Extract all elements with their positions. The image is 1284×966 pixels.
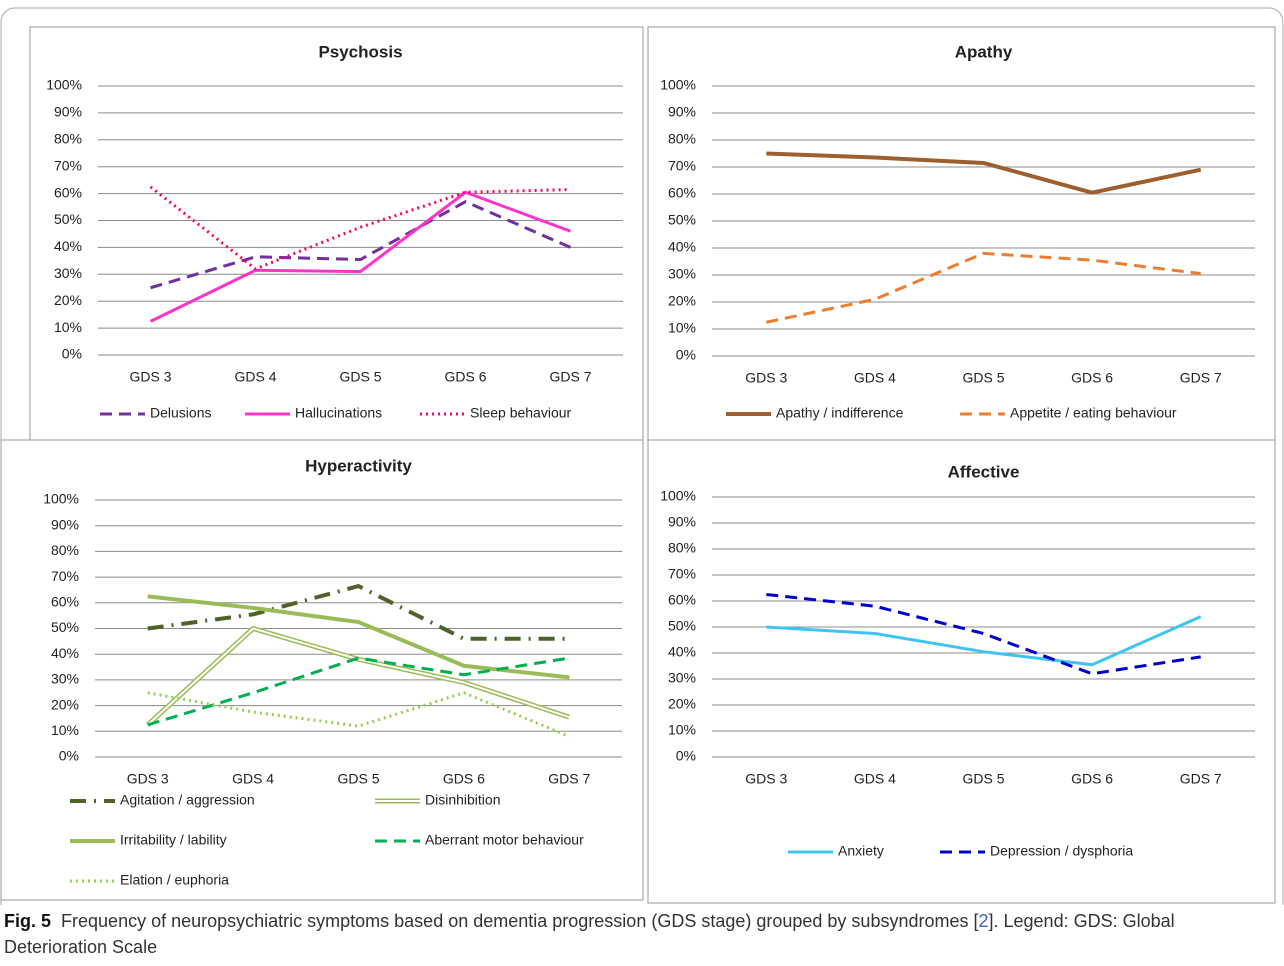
chart-title: Hyperactivity	[305, 456, 412, 475]
y-tick-label: 30%	[54, 265, 82, 281]
series-line	[766, 615, 1202, 667]
y-tick-label: 40%	[51, 645, 79, 661]
charts: Psychosis0%10%20%30%40%50%60%70%80%90%10…	[0, 7, 1284, 929]
x-tick-label: GDS 7	[549, 369, 591, 385]
x-tick-label: GDS 7	[1180, 771, 1222, 787]
y-tick-label: 10%	[668, 722, 696, 738]
y-tick-label: 90%	[668, 104, 696, 120]
caption-text: Frequency of neuropsychiatric symptoms b…	[61, 911, 979, 931]
series-line	[147, 584, 570, 641]
y-tick-label: 10%	[668, 320, 696, 336]
y-tick-label: 0%	[676, 347, 696, 363]
y-tick-label: 80%	[668, 131, 696, 147]
y-tick-label: 80%	[54, 131, 82, 147]
series-line	[147, 656, 570, 727]
y-tick-label: 50%	[54, 211, 82, 227]
legend-label: Elation / euphoria	[120, 872, 229, 888]
panel-border	[647, 26, 1276, 441]
y-tick-label: 80%	[51, 542, 79, 558]
legend-label: Anxiety	[838, 843, 884, 859]
y-tick-label: 20%	[668, 293, 696, 309]
y-tick-label: 30%	[668, 266, 696, 282]
caption-label: Fig. 5	[4, 911, 52, 931]
y-tick-label: 100%	[46, 77, 82, 93]
y-tick-label: 0%	[62, 346, 82, 362]
x-tick-label: GDS 3	[129, 369, 171, 385]
caption-ref[interactable]: 2	[978, 911, 989, 931]
y-tick-label: 70%	[668, 158, 696, 174]
y-tick-label: 40%	[668, 239, 696, 255]
legend-label: Agitation / aggression	[120, 792, 255, 808]
y-tick-label: 20%	[54, 292, 82, 308]
y-tick-label: 30%	[668, 670, 696, 686]
chart-title: Psychosis	[318, 42, 402, 61]
legend-label: Appetite / eating behaviour	[1010, 405, 1177, 421]
y-tick-label: 90%	[51, 516, 79, 532]
x-tick-label: GDS 5	[339, 369, 381, 385]
y-tick-label: 90%	[668, 514, 696, 530]
y-tick-label: 60%	[668, 592, 696, 608]
y-tick-label: 80%	[668, 540, 696, 556]
y-tick-label: 40%	[54, 238, 82, 254]
y-tick-label: 60%	[54, 184, 82, 200]
x-tick-label: GDS 3	[745, 771, 787, 787]
legend-label: Sleep behaviour	[470, 405, 572, 421]
y-tick-label: 70%	[668, 566, 696, 582]
y-tick-label: 70%	[54, 157, 82, 173]
x-tick-label: GDS 5	[337, 771, 379, 787]
y-tick-label: 0%	[676, 748, 696, 764]
series-line	[150, 200, 572, 290]
y-tick-label: 50%	[668, 618, 696, 634]
chart-title: Apathy	[955, 42, 1013, 61]
legend-label: Apathy / indifference	[776, 405, 904, 421]
x-tick-label: GDS 6	[1071, 771, 1113, 787]
x-tick-label: GDS 3	[127, 771, 169, 787]
y-tick-label: 50%	[51, 619, 79, 635]
panel-border	[647, 439, 1276, 904]
y-tick-label: 60%	[51, 594, 79, 610]
legend-label: Irritability / lability	[120, 832, 227, 848]
legend-label: Disinhibition	[425, 792, 500, 808]
y-tick-label: 100%	[43, 491, 79, 507]
y-tick-label: 10%	[54, 319, 82, 335]
y-tick-label: 0%	[59, 748, 79, 764]
y-tick-label: 70%	[51, 568, 79, 584]
y-tick-label: 100%	[660, 77, 696, 93]
y-tick-label: 20%	[668, 696, 696, 712]
legend-label: Depression / dysphoria	[990, 843, 1133, 859]
x-tick-label: GDS 5	[962, 370, 1004, 386]
legend-label: Hallucinations	[295, 405, 382, 421]
y-tick-label: 100%	[660, 488, 696, 504]
x-tick-label: GDS 3	[745, 370, 787, 386]
series-line	[149, 190, 572, 323]
y-tick-label: 40%	[668, 644, 696, 660]
x-tick-label: GDS 6	[1071, 370, 1113, 386]
series-line	[149, 185, 571, 271]
x-tick-label: GDS 4	[854, 771, 896, 787]
x-tick-label: GDS 4	[854, 370, 896, 386]
legend-label: Aberrant motor behaviour	[425, 832, 584, 848]
series-line	[766, 151, 1202, 195]
x-tick-label: GDS 5	[962, 771, 1004, 787]
x-tick-label: GDS 7	[548, 771, 590, 787]
caption: Fig. 5 Frequency of neuropsychiatric sym…	[4, 908, 1274, 960]
chart-title: Affective	[948, 462, 1020, 481]
y-tick-label: 10%	[51, 722, 79, 738]
series-line	[765, 251, 1201, 324]
y-tick-label: 30%	[51, 671, 79, 687]
y-tick-label: 20%	[51, 696, 79, 712]
y-tick-label: 50%	[668, 212, 696, 228]
panel-border	[29, 26, 644, 441]
x-tick-label: GDS 4	[234, 369, 276, 385]
y-tick-label: 60%	[668, 185, 696, 201]
caption-text-end: ]. Legend: GDS: Global Deterioration Sca…	[4, 911, 1175, 957]
legend-label: Delusions	[150, 405, 211, 421]
x-tick-label: GDS 7	[1180, 370, 1222, 386]
x-tick-label: GDS 4	[232, 771, 274, 787]
y-tick-label: 90%	[54, 104, 82, 120]
x-tick-label: GDS 6	[444, 369, 486, 385]
x-tick-label: GDS 6	[443, 771, 485, 787]
